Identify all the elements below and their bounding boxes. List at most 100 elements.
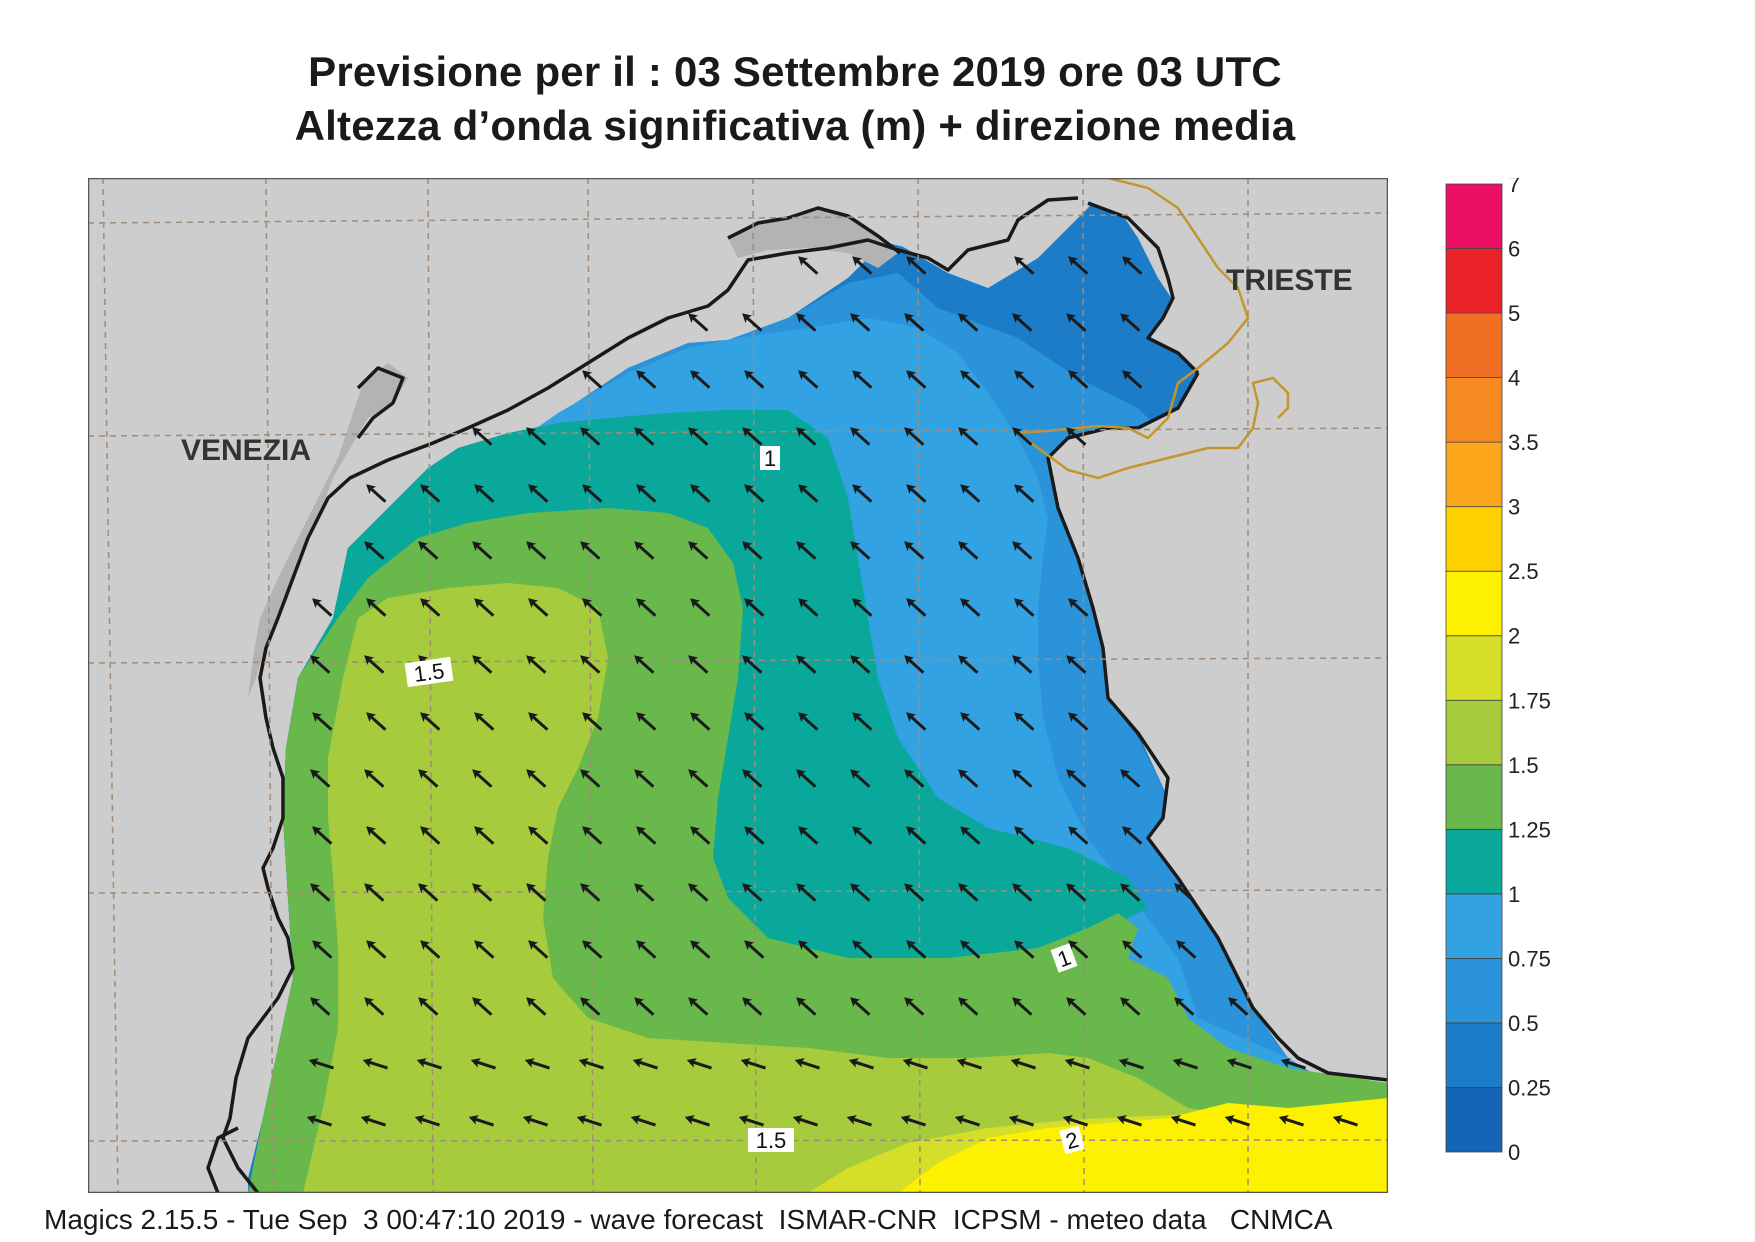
direction-arrow	[848, 1058, 874, 1070]
direction-arrow	[312, 940, 333, 959]
direction-arrow	[366, 598, 387, 617]
direction-arrow	[852, 256, 873, 275]
direction-arrow	[688, 427, 709, 446]
direction-arrow	[688, 997, 709, 1016]
direction-arrow	[634, 427, 655, 446]
direction-arrow	[1278, 1115, 1304, 1127]
svg-text:1.5: 1.5	[756, 1128, 787, 1153]
direction-arrow	[1228, 997, 1249, 1016]
direction-arrow	[1064, 1058, 1090, 1070]
direction-arrow	[580, 427, 601, 446]
direction-arrow	[904, 769, 925, 788]
direction-arrow	[960, 370, 981, 389]
direction-arrow	[414, 1115, 440, 1127]
direction-arrow	[1176, 940, 1197, 959]
direction-arrow	[850, 655, 871, 674]
direction-arrow	[904, 313, 925, 332]
wave-height-map: 1 1.5 1 1.5 2 VENEZIA TRIESTE	[88, 178, 1388, 1193]
direction-arrow	[1012, 541, 1033, 560]
legend-tick-label: 1.5	[1508, 753, 1539, 778]
direction-arrow	[690, 484, 711, 503]
direction-arrow	[1010, 1058, 1036, 1070]
title-line-2: Altezza d’onda significativa (m) + direz…	[294, 102, 1296, 149]
direction-arrow	[474, 484, 495, 503]
direction-arrow	[1014, 370, 1035, 389]
direction-arrow	[906, 712, 927, 731]
direction-arrow	[852, 712, 873, 731]
direction-arrow	[960, 712, 981, 731]
direction-arrow	[528, 712, 549, 731]
direction-arrow	[742, 883, 763, 902]
direction-arrow	[1062, 1115, 1088, 1127]
direction-arrow	[688, 769, 709, 788]
legend-box	[1445, 764, 1503, 830]
direction-arrow	[310, 769, 331, 788]
direction-arrow	[364, 541, 385, 560]
direction-arrow	[798, 484, 819, 503]
direction-arrow	[472, 541, 493, 560]
direction-arrow	[1012, 655, 1033, 674]
direction-arrow	[1174, 883, 1195, 902]
direction-arrow	[418, 997, 439, 1016]
wave-band-2-2.5	[898, 1098, 1388, 1193]
legend-box	[1445, 893, 1503, 959]
city-label-trieste: TRIESTE	[1226, 264, 1353, 297]
direction-arrow	[524, 1058, 550, 1070]
direction-arrow	[418, 883, 439, 902]
direction-arrow	[1012, 997, 1033, 1016]
direction-arrow	[360, 1115, 386, 1127]
direction-arrow	[366, 940, 387, 959]
country-border	[1014, 178, 1290, 480]
direction-arrow	[792, 1115, 818, 1127]
legend-tick-label: 1	[1508, 882, 1520, 907]
direction-arrow	[1066, 997, 1087, 1016]
title-line-1: Previsione per il : 03 Settembre 2019 or…	[308, 48, 1282, 95]
direction-arrow	[1068, 598, 1089, 617]
footer-credits: Magics 2.15.5 - Tue Sep 3 00:47:10 2019 …	[44, 1204, 1333, 1235]
direction-arrow	[1332, 1115, 1358, 1127]
direction-arrow	[1014, 826, 1035, 845]
direction-arrow	[1012, 883, 1033, 902]
contour-label-2: 2	[1059, 1125, 1085, 1155]
direction-arrow	[526, 427, 547, 446]
direction-arrow	[956, 1058, 982, 1070]
legend-box	[1445, 1087, 1503, 1153]
direction-arrow	[420, 598, 441, 617]
contour-label-1.5-west: 1.5	[404, 656, 454, 688]
direction-arrow	[958, 769, 979, 788]
direction-arrow	[636, 598, 657, 617]
direction-arrow	[582, 598, 603, 617]
direction-arrow	[742, 769, 763, 788]
direction-arrow	[1012, 427, 1033, 446]
direction-arrow	[954, 1115, 980, 1127]
direction-arrow	[472, 997, 493, 1016]
direction-arrow	[416, 1058, 442, 1070]
direction-arrow	[630, 1115, 656, 1127]
direction-arrow	[906, 826, 927, 845]
legend-tick-label: 2	[1508, 624, 1520, 649]
direction-arrow	[796, 313, 817, 332]
direction-arrow	[634, 997, 655, 1016]
direction-arrow	[418, 769, 439, 788]
direction-arrow	[798, 826, 819, 845]
direction-arrow	[960, 598, 981, 617]
direction-arrow	[688, 313, 709, 332]
direction-arrow	[1068, 712, 1089, 731]
direction-arrow	[312, 598, 333, 617]
direction-arrow	[744, 370, 765, 389]
legend-tick-label: 0	[1508, 1140, 1520, 1165]
direction-arrows	[306, 256, 1358, 1127]
direction-arrow	[528, 940, 549, 959]
direction-arrow	[798, 370, 819, 389]
direction-arrow	[1280, 1058, 1306, 1070]
legend-box	[1445, 699, 1503, 766]
legend-tick-label: 5	[1508, 301, 1520, 326]
direction-arrow	[796, 883, 817, 902]
direction-arrow	[364, 655, 385, 674]
direction-arrow	[906, 940, 927, 959]
direction-arrow	[1066, 313, 1087, 332]
direction-arrow	[420, 712, 441, 731]
direction-arrow	[960, 484, 981, 503]
direction-arrow	[960, 826, 981, 845]
direction-arrow	[796, 541, 817, 560]
